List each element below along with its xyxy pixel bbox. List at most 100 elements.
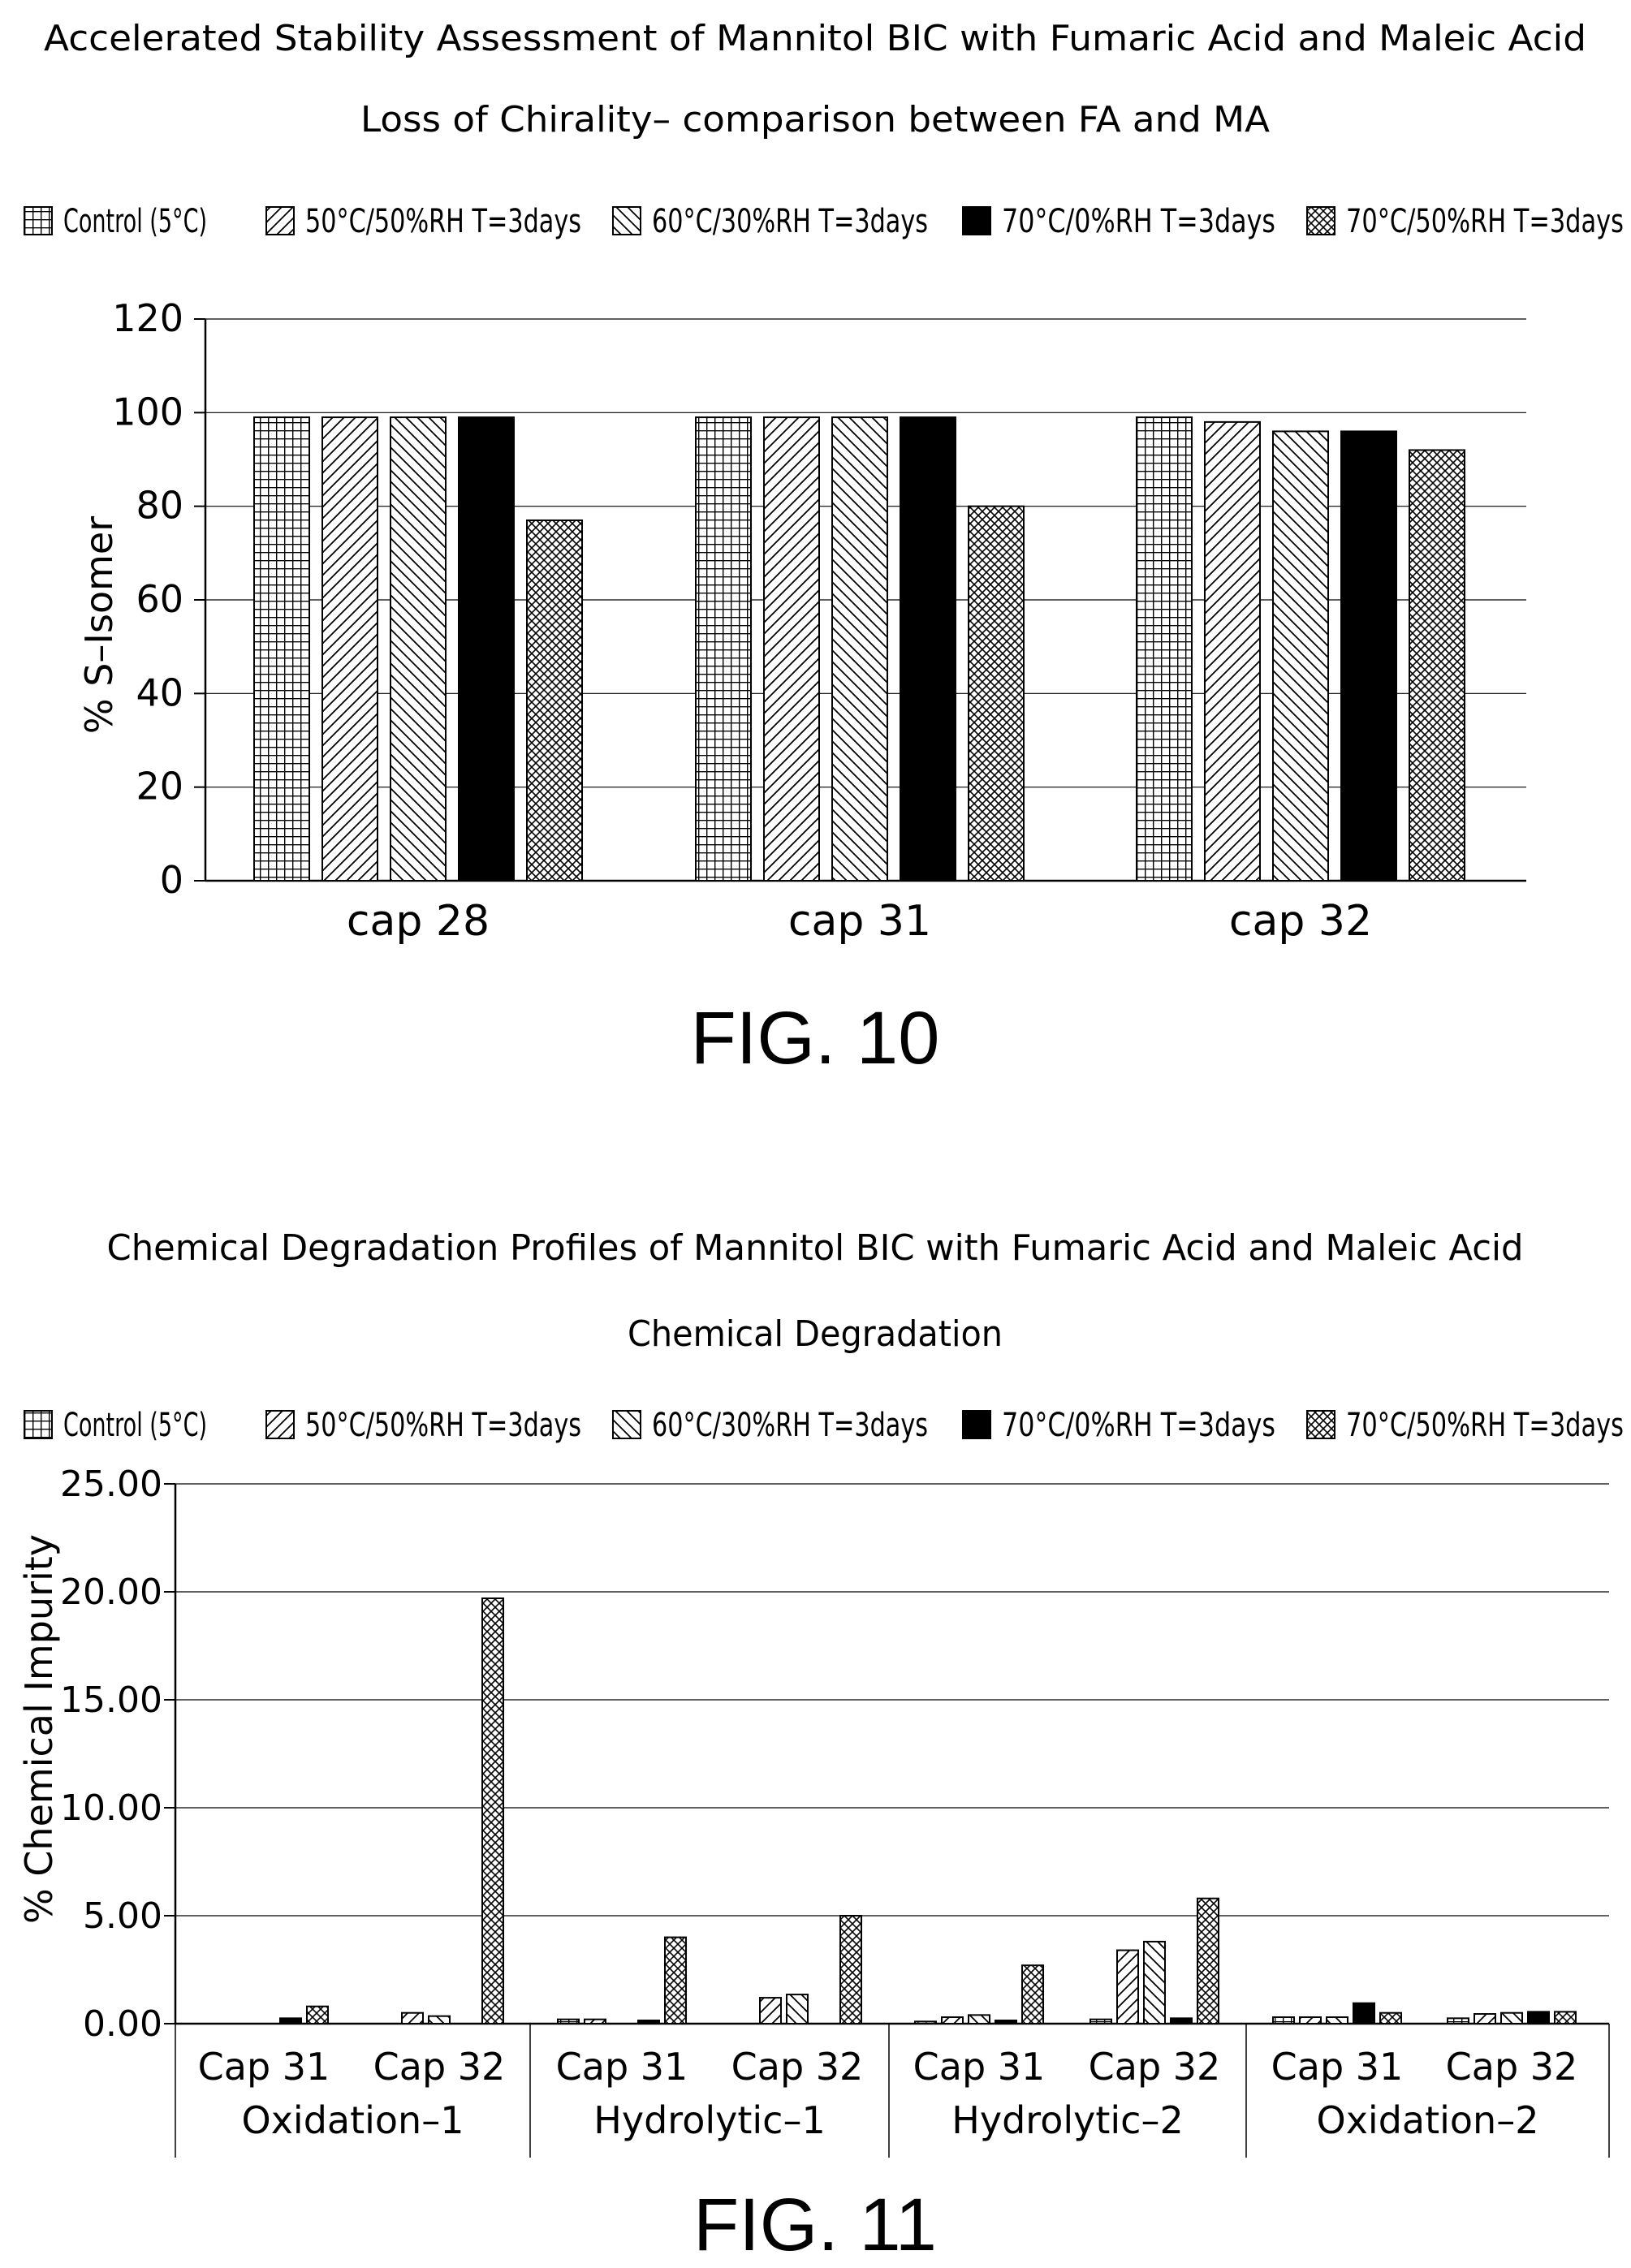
legend-swatch — [265, 1410, 295, 1439]
y-tick-label: 120 — [112, 296, 183, 340]
bar — [1340, 430, 1397, 882]
bar — [481, 1597, 504, 2024]
bar — [1272, 2016, 1295, 2025]
bar — [306, 2005, 329, 2024]
bar — [279, 2017, 302, 2025]
bar — [584, 2018, 606, 2024]
x-tick-label: Cap 31 — [1271, 2045, 1404, 2089]
legend-swatch — [612, 206, 641, 235]
legend-label: 60°C/30%RH T=3days — [652, 203, 928, 240]
bar — [1299, 2016, 1322, 2025]
chart-fig-10: Accelerated Stability Assessment of Mann… — [24, 18, 1624, 1080]
chart-legend: Control (5°C) 50°C/50%RH T=3days 60°C/30%R… — [24, 1407, 1624, 1444]
bar — [695, 416, 752, 882]
y-axis-label: % Chemical Impurity — [17, 1534, 61, 1924]
chart-title: Accelerated Stability Assessment of Mann… — [44, 18, 1586, 59]
legend-swatch — [24, 206, 53, 235]
y-tick-label: 60 — [136, 577, 183, 621]
legend-swatch — [24, 1410, 53, 1439]
legend-label: 70°C/50%RH T=3days — [1346, 203, 1624, 240]
legend-swatch — [265, 206, 295, 235]
y-tick-label: 15.00 — [60, 1679, 162, 1721]
y-tick-label: 10.00 — [60, 1787, 162, 1829]
bar — [786, 1994, 809, 2025]
bar — [253, 416, 310, 882]
bar — [1527, 2011, 1550, 2025]
bar — [1170, 2017, 1193, 2025]
figure-label: FIG. 10 — [691, 997, 940, 1080]
plot-area: 0 20 40 60 80 100 120 cap 28 cap 31 cap 32 — [112, 296, 1526, 946]
group-label: Hydrolytic–2 — [951, 2098, 1183, 2142]
figure-label: FIG. 11 — [693, 2184, 937, 2266]
y-tick-label: 20.00 — [60, 1572, 162, 1613]
y-tick-label: 5.00 — [83, 1895, 162, 1937]
bar — [1353, 2002, 1375, 2024]
plot-area: 0.00 5.00 10.00 15.00 20.00 25.00 Cap 31 Cap 32… — [60, 1464, 1610, 2158]
bar — [1326, 2016, 1348, 2025]
legend-label: 50°C/50%RH T=3days — [305, 1407, 581, 1444]
bar — [968, 2014, 990, 2025]
y-tick-label: 20 — [136, 765, 183, 808]
chart-subtitle: Loss of Chirality– comparison between FA… — [360, 99, 1270, 140]
bar — [1500, 2011, 1523, 2024]
y-tick-label: 100 — [112, 390, 183, 433]
legend-label: 50°C/50%RH T=3days — [305, 203, 581, 240]
bar — [390, 416, 447, 882]
bar — [1021, 1964, 1044, 2024]
bar — [1143, 1940, 1166, 2024]
x-tick-label: cap 32 — [1229, 897, 1372, 946]
bar — [401, 2011, 424, 2024]
chart-fig-11: Chemical Degradation Profiles of Mannito… — [17, 1227, 1624, 2266]
x-tick-label: Cap 31 — [198, 2045, 330, 2089]
bar — [1554, 2011, 1577, 2025]
bar — [1136, 416, 1193, 882]
legend-swatch — [1306, 206, 1335, 235]
y-tick-label: 25.00 — [60, 1464, 162, 1505]
bar — [1272, 430, 1329, 882]
bar — [968, 505, 1025, 882]
bar — [1089, 2018, 1112, 2024]
x-tick-label: cap 28 — [347, 897, 490, 946]
bar — [763, 416, 820, 882]
legend-label: 70°C/0%RH T=3days — [1002, 203, 1275, 240]
bar — [321, 416, 378, 882]
bar — [557, 2018, 580, 2024]
x-tick-label: Cap 32 — [1446, 2045, 1578, 2089]
bar — [1197, 1897, 1219, 2024]
bar — [526, 519, 583, 882]
chart-subtitle: Chemical Degradation — [628, 1313, 1003, 1355]
bar — [428, 2015, 451, 2024]
legend-swatch — [962, 206, 991, 235]
bar — [900, 416, 956, 882]
group-label: Hydrolytic–1 — [593, 2098, 825, 2142]
group-label: Oxidation–2 — [1317, 2098, 1539, 2142]
legend-label: Control (5°C) — [63, 1407, 207, 1444]
x-tick-label: Cap 32 — [731, 2045, 864, 2089]
legend-label: 70°C/0%RH T=3days — [1002, 1407, 1275, 1444]
legend-label: 70°C/50%RH T=3days — [1346, 1407, 1624, 1444]
bar — [1379, 2011, 1402, 2024]
bar — [1474, 2013, 1496, 2025]
bar — [759, 1997, 782, 2025]
x-tick-label: Cap 32 — [1089, 2045, 1221, 2089]
y-tick-label: 0 — [160, 858, 183, 902]
x-tick-label: Cap 31 — [913, 2045, 1046, 2089]
bar — [995, 2020, 1017, 2025]
x-tick-label: cap 31 — [788, 897, 931, 946]
y-tick-label: 0.00 — [83, 2003, 162, 2045]
bar — [914, 2020, 937, 2025]
group-label: Oxidation–1 — [242, 2098, 464, 2142]
bar — [1447, 2017, 1469, 2025]
bar — [839, 1915, 862, 2024]
chart-title: Chemical Degradation Profiles of Mannito… — [107, 1227, 1524, 1269]
bar — [664, 1936, 687, 2025]
bar — [941, 2016, 964, 2025]
y-tick-label: 80 — [136, 484, 183, 528]
bar — [458, 416, 515, 882]
bar — [637, 2020, 660, 2025]
legend-label: 60°C/30%RH T=3days — [652, 1407, 928, 1444]
legend-swatch — [1306, 1410, 1335, 1439]
x-tick-label: Cap 32 — [373, 2045, 506, 2089]
x-tick-label: Cap 31 — [556, 2045, 688, 2089]
